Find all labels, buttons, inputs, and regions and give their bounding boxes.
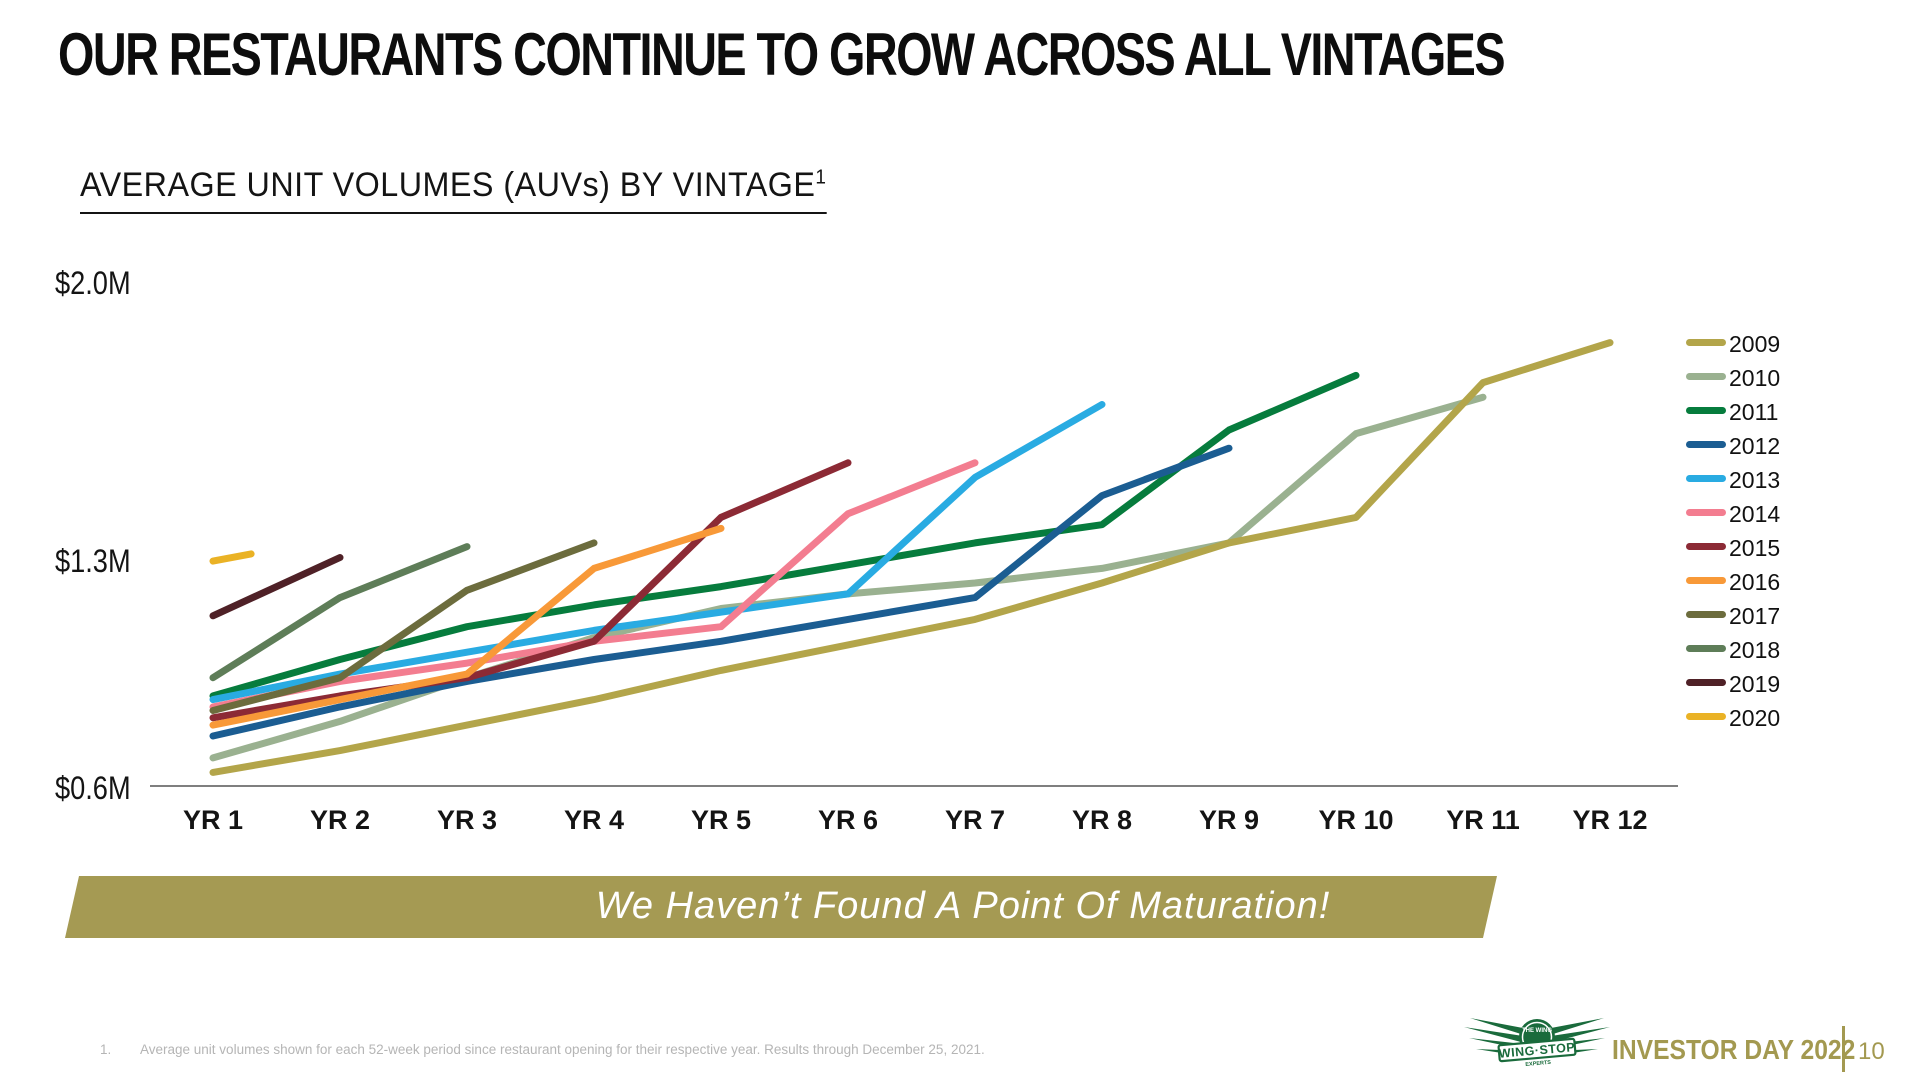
series-line-2017 (209, 539, 598, 714)
footnote-marker: 1 (815, 166, 827, 189)
legend-swatch-2019 (1686, 678, 1726, 687)
legend-swatch-2010 (1686, 372, 1726, 381)
legend-item-2010: 2010 (1686, 365, 1780, 391)
x-tick-yr8: YR 8 (1071, 805, 1133, 835)
footer-event-title: INVESTOR DAY 2022 (1612, 1034, 1856, 1065)
series-line-2011 (209, 371, 1360, 700)
x-tick-yr12: YR 12 (1572, 805, 1648, 835)
logo-brand-text: WING·STOP (1498, 1040, 1575, 1061)
legend-swatch-2016 (1686, 576, 1726, 585)
legend-item-2020: 2020 (1686, 705, 1780, 731)
y-tick-1.3: $1.3M (55, 542, 131, 579)
legend-label-2009: 2009 (1729, 331, 1781, 357)
legend-item-2017: 2017 (1686, 603, 1780, 629)
series-line-2018 (209, 543, 471, 682)
legend-item-2016: 2016 (1686, 569, 1780, 595)
legend-label-2013: 2013 (1729, 467, 1781, 493)
footer-divider (1842, 1026, 1845, 1072)
legend-label-2017: 2017 (1729, 603, 1781, 629)
series-line-2010 (209, 393, 1487, 762)
wingstop-logo: THE WING WING·STOP EXPERTS (1464, 1018, 1610, 1068)
footnote-text: Average unit volumes shown for each 52-w… (140, 1042, 985, 1057)
x-tick-yr6: YR 6 (817, 805, 879, 835)
banner-text: We Haven’t Found A Point Of Maturation! (595, 885, 1331, 927)
legend-item-2018: 2018 (1686, 637, 1780, 663)
legend-swatch-2020 (1686, 712, 1726, 721)
legend-swatch-2015 (1686, 542, 1726, 551)
legend-label-2014: 2014 (1729, 501, 1781, 527)
x-tick-yr11: YR 11 (1446, 805, 1520, 835)
legend-label-2015: 2015 (1729, 535, 1781, 561)
legend-label-2010: 2010 (1729, 365, 1781, 391)
legend-label-2018: 2018 (1729, 637, 1781, 663)
series-line-2009 (209, 339, 1614, 776)
legend-swatch-2009 (1686, 338, 1726, 347)
legend-item-2009: 2009 (1686, 331, 1780, 357)
legend-swatch-2012 (1686, 440, 1726, 449)
x-tick-yr2: YR 2 (309, 805, 371, 835)
legend-label-2019: 2019 (1729, 671, 1781, 697)
legend-swatch-2018 (1686, 644, 1726, 653)
legend-label-2016: 2016 (1729, 569, 1781, 595)
legend-label-2011: 2011 (1729, 399, 1779, 425)
legend-item-2011: 2011 (1686, 399, 1778, 425)
legend-item-2012: 2012 (1686, 433, 1780, 459)
legend-swatch-2017 (1686, 610, 1726, 619)
page-number: 10 (1858, 1038, 1885, 1065)
footnote-number: 1. (100, 1042, 112, 1057)
legend-item-2013: 2013 (1686, 467, 1780, 493)
series-line-2013 (209, 401, 1106, 704)
legend-label-2012: 2012 (1729, 433, 1781, 459)
x-tick-yr9: YR 9 (1198, 805, 1260, 835)
legend-item-2019: 2019 (1686, 671, 1780, 697)
legend-swatch-2013 (1686, 474, 1726, 483)
legend-item-2014: 2014 (1686, 501, 1780, 527)
legend-item-2015: 2015 (1686, 535, 1780, 561)
x-tick-yr1: YR 1 (182, 805, 244, 835)
y-tick-2.0: $2.0M (55, 264, 131, 301)
chart-subtitle-text: AVERAGE UNIT VOLUMES (AUVs) BY VINTAGE1 (80, 166, 827, 214)
legend-swatch-2011 (1686, 406, 1726, 415)
series-line-2016 (209, 524, 725, 729)
series-line-2015 (209, 459, 852, 722)
x-tick-yr7: YR 7 (944, 805, 1006, 835)
legend-label-2020: 2020 (1729, 705, 1781, 731)
slide-title: OUR RESTAURANTS CONTINUE TO GROW ACROSS … (58, 21, 1506, 88)
y-tick-0.6: $0.6M (55, 770, 131, 806)
x-tick-yr10: YR 10 (1318, 805, 1394, 835)
legend-swatch-2014 (1686, 508, 1726, 517)
logo-top-text: THE WING (1522, 1028, 1552, 1034)
maturation-banner: We Haven’t Found A Point Of Maturation! (65, 876, 1497, 938)
series-line-2012 (209, 444, 1233, 740)
x-tick-yr3: YR 3 (436, 805, 498, 835)
x-tick-yr5: YR 5 (690, 805, 752, 835)
series-line-2020 (209, 550, 255, 565)
chart-subtitle: AVERAGE UNIT VOLUMES (AUVs) BY VINTAGE1 (80, 166, 866, 214)
logo-bottom-text: EXPERTS (1525, 1060, 1551, 1068)
x-tick-yr4: YR 4 (563, 805, 625, 835)
series-line-2019 (209, 554, 344, 620)
